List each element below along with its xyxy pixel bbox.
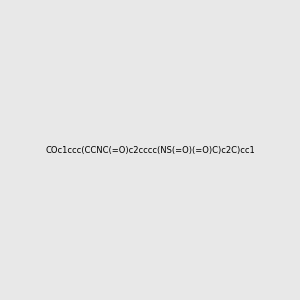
Text: COc1ccc(CCNC(=O)c2cccc(NS(=O)(=O)C)c2C)cc1: COc1ccc(CCNC(=O)c2cccc(NS(=O)(=O)C)c2C)c… xyxy=(45,146,255,154)
